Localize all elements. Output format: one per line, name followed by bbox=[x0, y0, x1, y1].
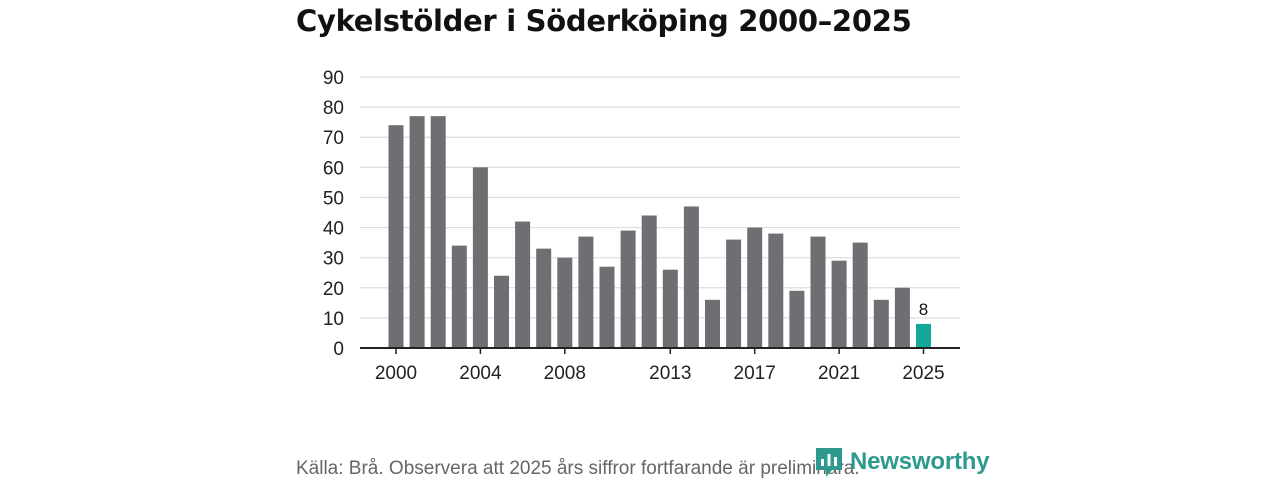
x-tick-label: 2013 bbox=[649, 363, 691, 384]
bar-2008 bbox=[557, 257, 573, 348]
bar-2007 bbox=[536, 248, 552, 348]
y-tick-label: 0 bbox=[333, 339, 344, 360]
y-tick-label: 20 bbox=[323, 279, 344, 300]
x-tick-label: 2017 bbox=[734, 363, 776, 384]
bar-2013 bbox=[662, 269, 678, 348]
bar-2019 bbox=[789, 290, 805, 348]
bar-2005 bbox=[494, 275, 509, 348]
bar-2024 bbox=[894, 287, 910, 348]
x-tick-label: 2000 bbox=[375, 363, 417, 384]
bar-2015 bbox=[705, 299, 720, 348]
y-tick-label: 60 bbox=[323, 158, 344, 179]
bar-2016 bbox=[726, 239, 742, 348]
x-tick-label: 2021 bbox=[818, 363, 860, 384]
bar-2023 bbox=[873, 299, 889, 348]
chart-title: Cykelstölder i Söderköping 2000–2025 bbox=[296, 4, 912, 38]
logo-text: Newsworthy bbox=[850, 448, 990, 475]
y-tick-label: 70 bbox=[323, 128, 344, 149]
y-tick-label: 40 bbox=[323, 219, 344, 240]
bar-2004 bbox=[472, 167, 488, 348]
y-tick-label: 30 bbox=[323, 249, 344, 270]
bar-2000 bbox=[388, 125, 404, 348]
y-tick-label: 90 bbox=[323, 68, 344, 89]
source-note: Källa: Brå. Observera att 2025 års siffr… bbox=[296, 458, 860, 479]
bar-2021 bbox=[831, 260, 847, 348]
bar-2001 bbox=[409, 116, 425, 349]
bar-2011 bbox=[620, 230, 636, 348]
bar-2018 bbox=[768, 233, 784, 348]
bar-2002 bbox=[430, 116, 446, 349]
bar-2022 bbox=[852, 242, 868, 348]
x-tick-label: 2025 bbox=[902, 363, 944, 384]
data-label: 8 bbox=[919, 300, 928, 319]
y-tick-label: 50 bbox=[323, 188, 344, 209]
x-tick-label: 2004 bbox=[459, 363, 502, 384]
bar-2025 bbox=[916, 323, 931, 348]
x-tick-label: 2008 bbox=[544, 363, 586, 384]
bar-chart: 0 10 20 30 40 50 60 70 80 90 8 2000 2004 2008 2013 2017… bbox=[323, 68, 960, 384]
y-tick-label: 10 bbox=[323, 309, 344, 330]
bar-2020 bbox=[810, 236, 826, 348]
newsworthy-logo: Newsworthy bbox=[814, 446, 990, 478]
bar-2012 bbox=[641, 215, 657, 348]
bar-2003 bbox=[451, 245, 467, 348]
bar-2014 bbox=[683, 206, 699, 348]
newsworthy-logo-icon bbox=[816, 448, 842, 477]
y-tick-label: 80 bbox=[323, 98, 344, 119]
bar-2017 bbox=[747, 227, 763, 348]
bar-2006 bbox=[515, 221, 531, 348]
bar-2009 bbox=[578, 236, 594, 348]
bar-2010 bbox=[599, 266, 615, 348]
